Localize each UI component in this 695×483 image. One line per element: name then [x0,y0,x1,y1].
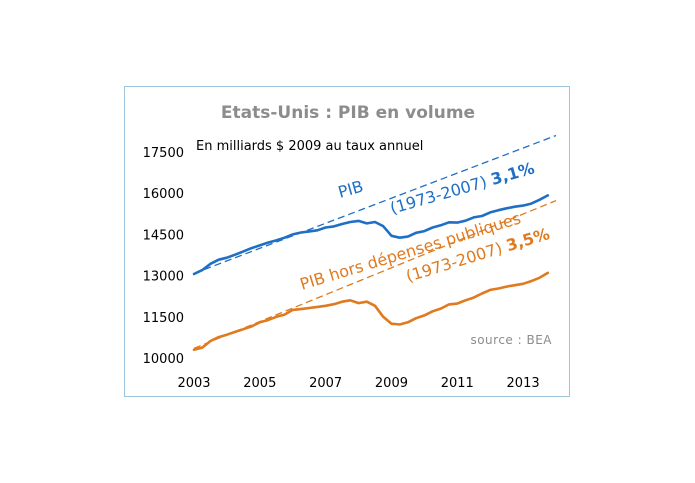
trend-line-pib [193,134,557,275]
trend-lines [193,134,557,349]
series-line-hors-depenses [192,271,550,352]
chart-source: source : BEA [470,333,552,347]
series-line-pib [192,194,550,276]
chart-title: Etats-Unis : PIB en volume [221,103,475,123]
y-tick-label: 17500 [143,146,184,161]
series-lines [192,194,550,352]
chart-subtitle: En milliards $ 2009 au taux annuel [196,139,423,154]
y-tick-label: 16000 [143,187,184,202]
annotation-pib-rate-value: 3,1% [489,158,537,188]
x-tick-label: 2013 [507,376,540,391]
x-tick-label: 2011 [441,376,474,391]
y-tick-label: 14500 [143,228,184,243]
x-tick-label: 2005 [243,376,276,391]
y-tick-label: 10000 [143,352,184,367]
y-tick-label: 13000 [143,270,184,285]
y-axis: 17500 16000 14500 13000 11500 10000 [143,146,184,367]
x-tick-label: 2003 [177,376,210,391]
trend-line-hors-depenses [193,200,557,349]
chart-frame [124,86,570,397]
x-axis: 2003 2005 2007 2009 2011 2013 [177,376,539,391]
x-tick-label: 2007 [309,376,342,391]
annotation-pib-label: PIB [336,177,366,202]
x-tick-label: 2009 [375,376,408,391]
annotation-pib-period: (1973-2007) [388,172,489,218]
y-tick-label: 11500 [143,311,184,326]
